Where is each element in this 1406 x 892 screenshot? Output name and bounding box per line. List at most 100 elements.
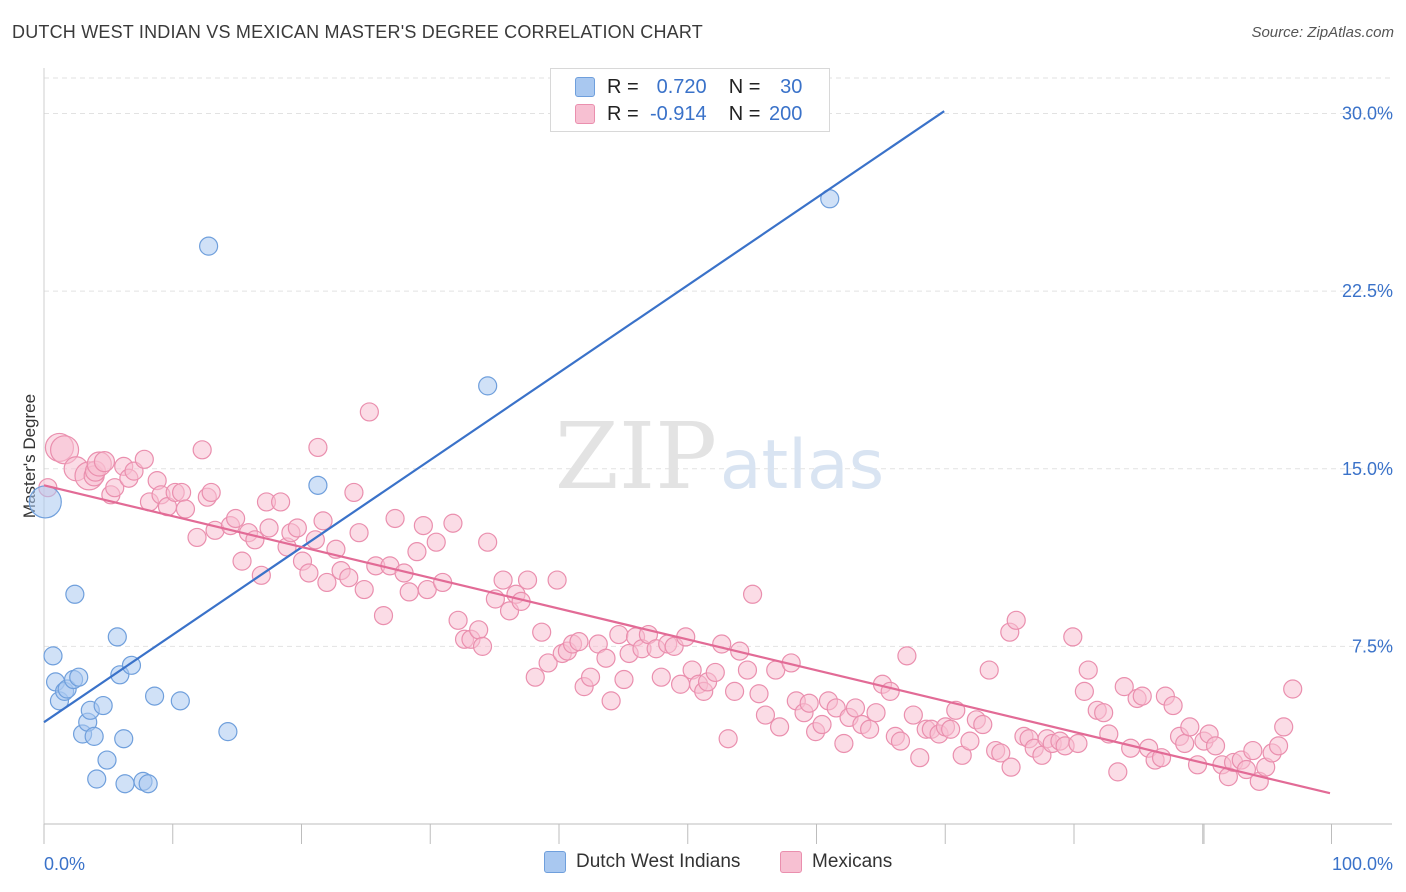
data-point [172, 482, 192, 503]
data-point [742, 584, 763, 604]
source-label: Source: ZipAtlas.com [1251, 24, 1394, 41]
chart-title: DUTCH WEST INDIAN VS MEXICAN MASTER'S DE… [12, 22, 703, 42]
data-point [1268, 736, 1289, 756]
data-point [1063, 627, 1083, 647]
data-point [845, 698, 866, 718]
data-point [1243, 740, 1263, 761]
data-point [1001, 757, 1021, 777]
data-point [991, 743, 1011, 763]
data-point [354, 579, 374, 600]
data-point [97, 750, 117, 770]
data-point [1006, 610, 1026, 630]
data-point [826, 698, 846, 718]
correlation-legend: R = 0.720 N = 30 R = -0.914 N = 200 [550, 68, 830, 132]
data-point [1114, 677, 1134, 697]
data-point [308, 437, 328, 458]
data-point [138, 774, 158, 794]
data-point [1274, 717, 1294, 737]
y-tick-label: 30.0% [1342, 104, 1393, 124]
legend-n-label: N = [728, 102, 761, 125]
data-point [65, 584, 85, 604]
data-point [226, 508, 246, 529]
data-point [651, 667, 671, 687]
data-point [373, 605, 394, 626]
data-point [1180, 717, 1200, 737]
data-point [399, 582, 419, 602]
legend-n-label: N = [728, 75, 761, 98]
data-point [979, 660, 999, 680]
legend-swatch-blue [575, 77, 595, 97]
data-point [749, 684, 769, 704]
data-point [201, 482, 221, 503]
data-point [1074, 681, 1094, 701]
data-point [569, 632, 589, 652]
data-point [43, 646, 63, 666]
data-point [834, 733, 854, 754]
data-point [308, 475, 328, 495]
data-point [192, 440, 212, 460]
legend-item-dutch-west-indians: Dutch West Indians [544, 851, 740, 873]
data-point [812, 714, 832, 735]
data-point [1175, 733, 1195, 754]
legend-row-mexicans: R = -0.914 N = 200 [575, 102, 802, 126]
data-point [187, 527, 207, 548]
data-point [349, 523, 369, 543]
data-point [1163, 695, 1183, 716]
data-point [218, 722, 238, 742]
data-point [1205, 736, 1226, 756]
data-point [87, 769, 107, 789]
legend-n-value: 200 [769, 102, 803, 125]
data-point [897, 646, 917, 666]
data-point [93, 695, 113, 716]
legend-r-value: -0.914 [649, 102, 707, 125]
data-point [712, 634, 732, 654]
data-point [532, 622, 552, 642]
data-point [718, 729, 738, 749]
data-point [344, 482, 364, 503]
data-point [547, 570, 567, 590]
data-point [941, 719, 961, 739]
data-point [910, 748, 930, 768]
data-point [134, 449, 154, 469]
watermark-zip: ZIP [555, 403, 717, 510]
legend-label: Mexicans [812, 851, 893, 872]
data-point [299, 563, 319, 583]
data-point [493, 570, 513, 590]
x-tick-label: 100.0% [1332, 854, 1393, 874]
data-point [609, 624, 629, 645]
data-point [478, 532, 498, 552]
legend-label: Dutch West Indians [576, 851, 741, 872]
data-point [385, 508, 405, 529]
data-point [601, 691, 621, 711]
data-point [478, 376, 498, 396]
legend-item-mexicans: Mexicans [780, 851, 892, 873]
data-point [755, 705, 776, 725]
trend-line [43, 110, 945, 724]
legend-r-value: 0.720 [656, 75, 707, 98]
data-point [426, 532, 446, 552]
data-point [107, 627, 127, 647]
data-point [737, 660, 758, 680]
data-point [538, 653, 558, 673]
data-point [115, 774, 135, 794]
legend-swatch-pink [780, 851, 802, 873]
data-point [1094, 703, 1114, 723]
legend-row-dutch-west-indians: R = 0.720 N = 30 [575, 75, 802, 99]
data-point [705, 662, 725, 683]
data-point [232, 551, 252, 571]
data-point [1187, 755, 1208, 775]
data-point [860, 719, 880, 739]
data-point [443, 513, 463, 533]
data-point [525, 667, 545, 687]
data-point [960, 731, 980, 751]
y-tick-label: 15.0% [1342, 459, 1393, 479]
data-point [724, 681, 745, 701]
data-point [1132, 686, 1152, 706]
data-point [973, 714, 993, 735]
data-point [413, 515, 433, 536]
legend-n-value: 30 [780, 75, 803, 98]
legend-swatch-pink [575, 104, 595, 124]
data-point [105, 478, 125, 498]
watermark: ZIP atlas [555, 403, 884, 510]
